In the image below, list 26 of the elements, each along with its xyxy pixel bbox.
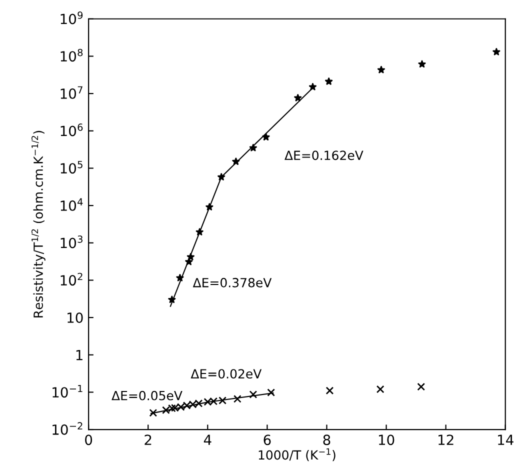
x-tick-label: 6	[264, 434, 271, 446]
x-tick-label: 12	[438, 434, 454, 445]
x-tick-label: 14	[498, 434, 514, 445]
y-tick-label: 10$^{3}$	[60, 236, 82, 248]
y-tick-label: 10$^{9}$	[60, 12, 83, 24]
x-tick-label: 0	[85, 434, 92, 446]
x-tick-label: 10	[378, 434, 394, 446]
x-axis-title: 1000/T (K$^{−1}$)	[258, 448, 336, 462]
y-tick-label: 10$^{4}$	[60, 198, 83, 211]
x-tick-label: 4	[204, 434, 212, 445]
y-tick-label: 10$^{2}$	[60, 272, 82, 286]
y-tick-label: 1	[76, 350, 82, 360]
annotation: ΔE=0.02eV	[190, 369, 262, 379]
y-tick-label: 10$^{8}$	[60, 48, 83, 62]
annotation: ΔE=0.378eV	[192, 278, 272, 288]
y-tick-label: 10$^{5}$	[60, 160, 82, 174]
y-axis-title: Resistivity/T$^{1/2}$ (ohm.cm.K$^{−1/2}$)	[32, 130, 46, 318]
y-tick-label: 10$^{6}$	[60, 124, 83, 136]
annotation: ΔE=0.162eV	[284, 150, 364, 160]
y-tick-label: 10$^{7}$	[60, 86, 82, 99]
y-tick-label: 10	[68, 312, 83, 323]
annotation: ΔE=0.05eV	[112, 390, 182, 400]
y-tick-label: 10$^{−1}$	[52, 384, 82, 398]
x-tick-label: 2	[144, 434, 152, 445]
y-tick-label: 10$^{−2}$	[52, 422, 82, 435]
x-tick-label: 8	[323, 434, 330, 446]
